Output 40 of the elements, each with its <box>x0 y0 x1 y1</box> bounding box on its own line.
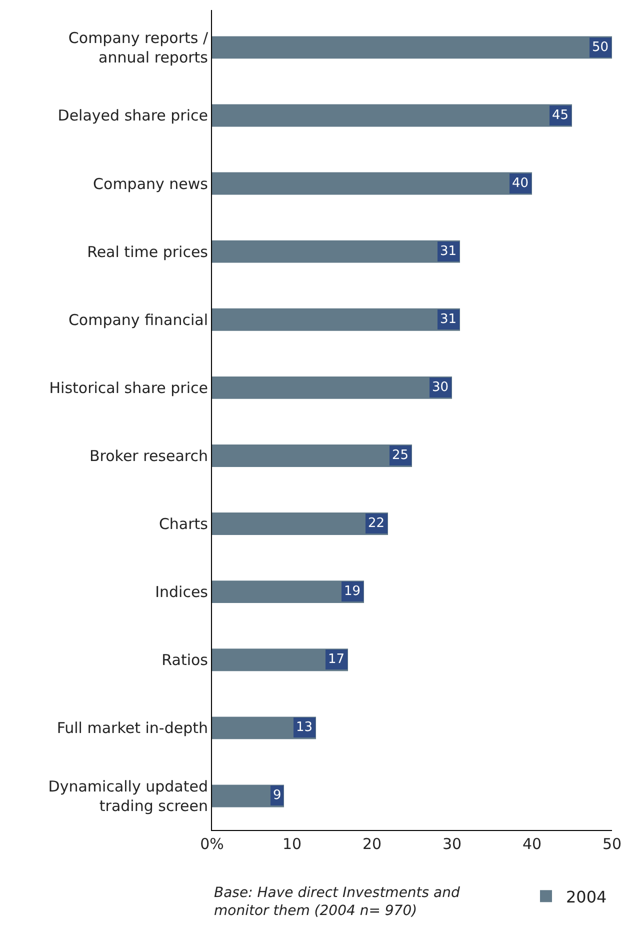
bar <box>212 512 388 535</box>
y-tick-label: Charts <box>158 515 208 534</box>
y-tick-label: Historical share price <box>49 378 208 397</box>
x-tick-label: 40 <box>522 835 542 853</box>
data-label: 19 <box>344 584 361 599</box>
x-tick-label: 20 <box>362 835 382 853</box>
data-label: 30 <box>432 380 449 395</box>
x-tick-label: 50 <box>602 835 622 853</box>
y-tick-label: Ratios <box>162 651 208 670</box>
legend-label: 2004 <box>566 887 607 906</box>
data-label: 25 <box>392 448 409 463</box>
text: Base: Have direct Investments and monitor them (2004 n= 970) <box>214 885 460 920</box>
bar <box>212 172 532 195</box>
data-label: 22 <box>368 516 385 531</box>
bar <box>212 376 452 399</box>
y-tick-label: Indices <box>155 583 208 602</box>
y-tick-label: Delayed share price <box>58 106 208 125</box>
bar <box>212 104 572 127</box>
bar <box>212 308 460 331</box>
data-label: 45 <box>552 108 569 123</box>
data-label: 17 <box>328 652 345 667</box>
data-label: 50 <box>592 40 609 55</box>
data-label: 13 <box>296 720 313 735</box>
data-label: 40 <box>512 176 529 191</box>
x-tick-label: 10 <box>282 835 302 853</box>
y-tick-label: Broker research <box>89 446 208 465</box>
y-tick-label: Real time prices <box>87 242 208 261</box>
y-tick-label: Company financial <box>68 310 208 329</box>
x-tick-label: 0% <box>200 835 224 853</box>
data-label: 31 <box>440 312 457 327</box>
x-tick-label: 30 <box>442 835 462 853</box>
y-tick-label: Full market in-depth <box>56 719 208 738</box>
y-tick-label: Dynamically updated trading screen <box>48 777 208 815</box>
y-tick-label: Company reports / annual reports <box>68 28 209 66</box>
bar <box>212 240 460 263</box>
data-label: 9 <box>273 788 282 803</box>
bar <box>212 36 612 59</box>
bar <box>212 444 412 467</box>
data-label: 31 <box>440 244 457 259</box>
y-tick-label: Company news <box>93 174 208 193</box>
